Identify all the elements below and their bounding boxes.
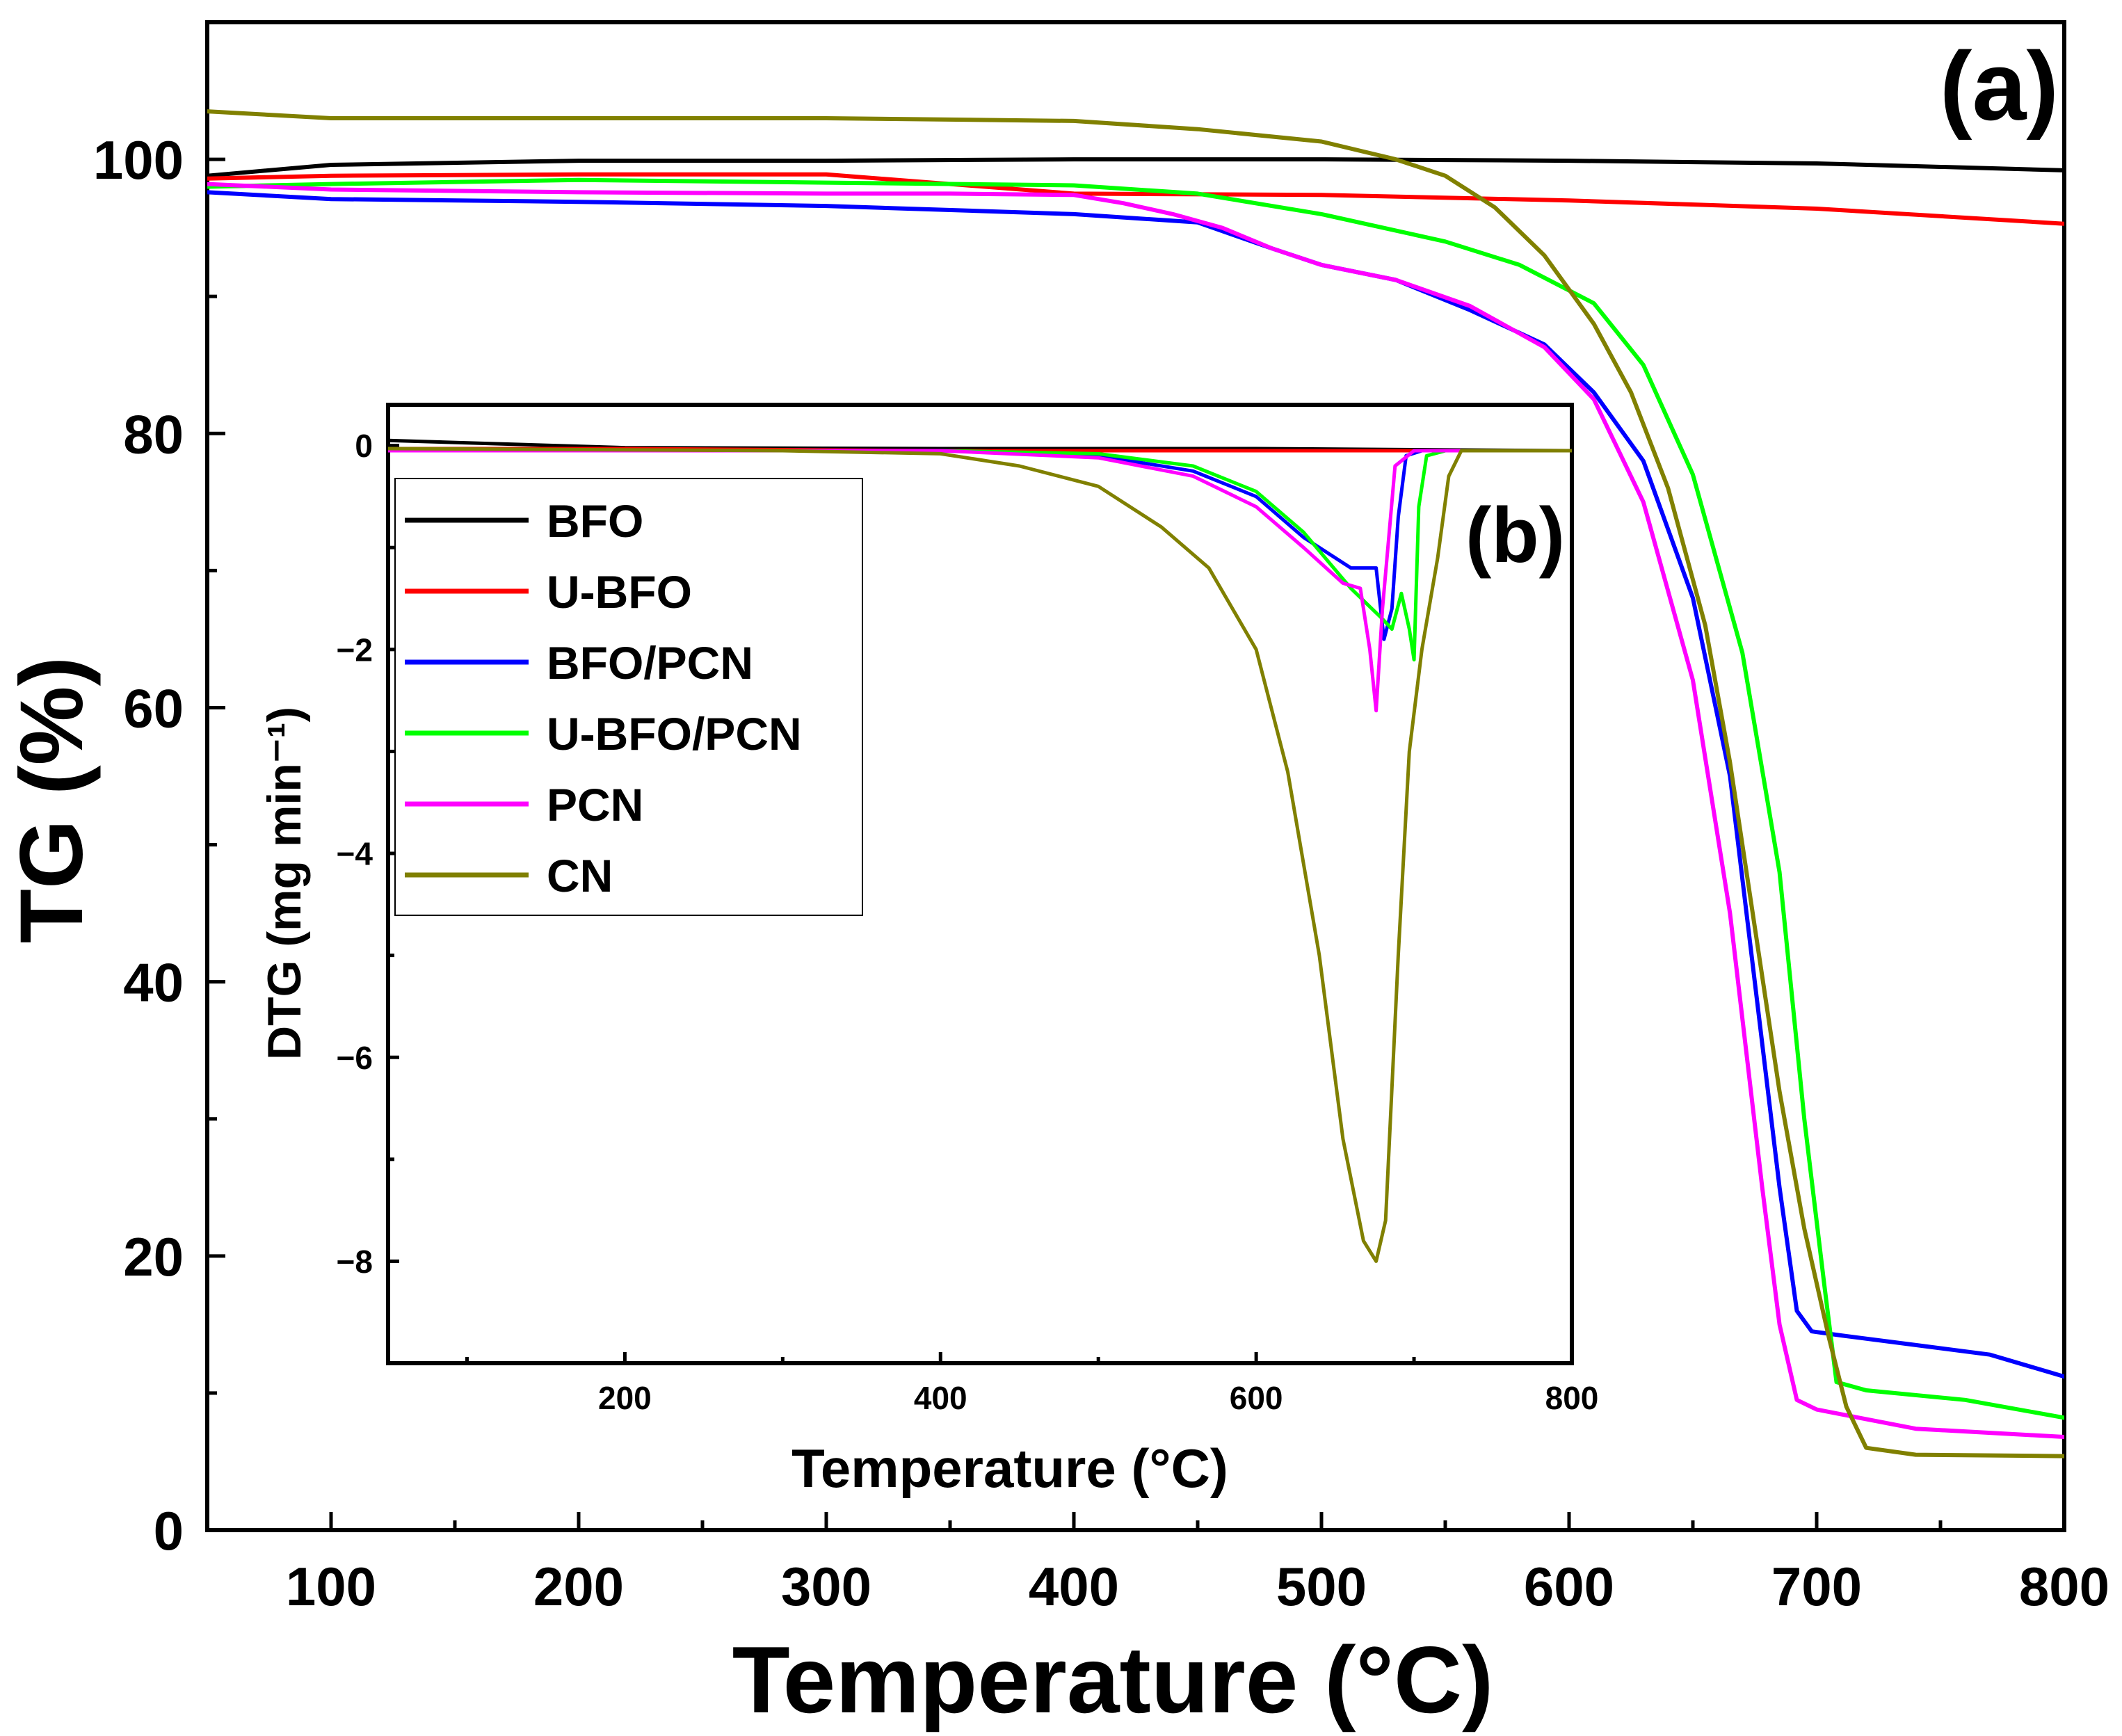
inset-y-tick-label: 0 (355, 428, 373, 464)
inset-y-tick-label: −2 (337, 632, 373, 668)
legend-label: U-BFO (547, 566, 692, 618)
main-x-tick-label: 800 (2019, 1556, 2109, 1617)
legend-label: U-BFO/PCN (547, 708, 802, 760)
legend-box (394, 478, 863, 916)
legend-label: PCN (547, 779, 643, 830)
main-y-tick-label: 60 (123, 678, 184, 739)
inset-x-tick-label: 600 (1230, 1380, 1283, 1416)
main-x-tick-label: 300 (781, 1556, 871, 1617)
inset-series-group (388, 438, 1572, 1263)
main-x-tick-label: 100 (286, 1556, 376, 1617)
main-x-tick-label: 600 (1524, 1556, 1614, 1617)
main-y-tick-label: 80 (123, 403, 184, 465)
main-y-tick-label: 100 (93, 129, 184, 191)
main-x-axis-label: Temperature (°C) (732, 1627, 1494, 1733)
inset-y-tick-label: −4 (337, 836, 373, 872)
inset-x-tick-label: 400 (914, 1380, 967, 1416)
inset-y-tick-label: −6 (337, 1040, 373, 1076)
main-series-bfo (207, 157, 2064, 178)
main-series-group (207, 109, 2064, 1458)
main-series-cn (207, 109, 2064, 1458)
main-x-tick-label: 700 (1771, 1556, 1862, 1617)
inset-series-cn (388, 447, 1572, 1263)
main-tick-labels: 100 200 300 400 500 600 700 800 0 20 40 60 80 100 (93, 129, 2109, 1617)
legend-label: CN (547, 850, 613, 901)
main-y-tick-label: 40 (123, 952, 184, 1013)
main-x-tick-label: 400 (1029, 1556, 1119, 1617)
inset-x-tick-label: 200 (598, 1380, 652, 1416)
inset-plot-frame (386, 403, 1574, 1365)
main-y-tick-label: 20 (123, 1226, 184, 1287)
legend-label: BFO/PCN (547, 637, 753, 689)
main-y-tick-label: 0 (154, 1500, 184, 1561)
inset-x-tick-label: 800 (1545, 1380, 1599, 1416)
inset-y-tick-label: −8 (337, 1244, 373, 1280)
main-x-tick-label: 200 (533, 1556, 624, 1617)
main-series-bfo-pcn (207, 190, 2064, 1379)
inset-series-pcn (388, 449, 1572, 713)
main-panel-label: (a) (1940, 31, 2059, 140)
main-plot-frame (205, 20, 2066, 1532)
legend-label: BFO (547, 495, 643, 547)
main-y-axis-label: TG (%) (2, 657, 102, 943)
main-axis-ticks (205, 20, 2066, 1532)
inset-series-bfo-pcn (388, 449, 1572, 641)
main-x-tick-label: 500 (1276, 1556, 1367, 1617)
inset-y-axis-label: DTG (mg min⁻¹) (258, 707, 311, 1060)
legend: BFO U-BFO BFO/PCN U-BFO/PCN PCN CN (405, 495, 802, 901)
inset-series-u-bfo-pcn (388, 449, 1572, 661)
inset-tick-labels: 200 400 600 800 0 −2 −4 −6 −8 (337, 428, 1599, 1416)
main-series-pcn (207, 182, 2064, 1439)
inset-x-axis-label: Temperature (°C) (791, 1438, 1228, 1499)
inset-panel-label: (b) (1465, 492, 1565, 579)
